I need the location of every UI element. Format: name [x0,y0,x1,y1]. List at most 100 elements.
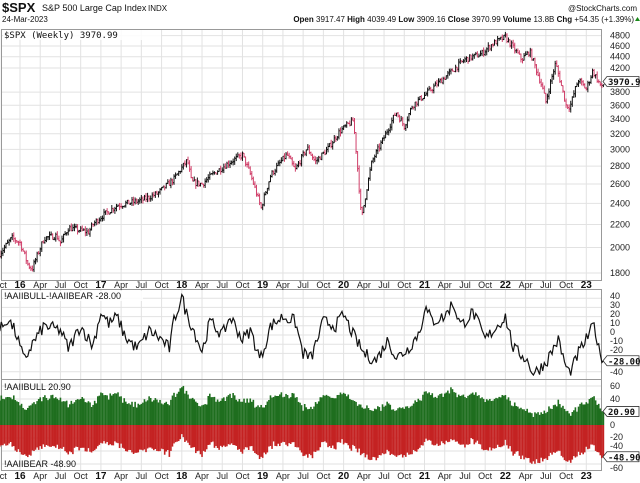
bull-bar [361,407,364,425]
bear-bar [490,425,493,451]
bear-bar [283,425,286,443]
spread-last-value-tag: -28.00 [602,355,640,367]
bull-bar [531,413,533,425]
bear-bar [103,425,105,442]
bull-bar [594,400,597,425]
bear-bar [395,425,398,457]
bear-bar [246,425,248,448]
x-tick-label: Apr [276,471,290,481]
bear-bar [45,425,48,445]
bull-bar [165,401,168,425]
bull-bar [429,395,432,425]
bull-bar [34,404,37,425]
bull-bar [61,401,63,425]
bull-bar [545,413,547,425]
x-tick-label: Oct [0,280,7,290]
bear-bar [179,425,182,440]
ohlc-bar [440,77,443,84]
price-tick-label: 3000 [610,144,630,154]
bear-bar [73,425,76,448]
x-tick-label: Oct [0,471,7,481]
value-tag-text: 3970.99 [608,78,640,88]
bear-bar [95,425,98,449]
bear-bar [269,425,272,446]
bull-bar [173,392,175,425]
bear-bar [548,425,550,457]
spread-legend: !AAIIBULL-!AAIIBEAR -28.00 [4,291,121,301]
bull-bar [162,404,164,425]
bear-bar [145,425,147,453]
ohlc-bar [579,78,582,84]
bear-bar [12,425,15,447]
bull-bar [338,394,340,425]
bull-bar [541,413,544,425]
bear-bar [50,425,52,447]
bull-bar [451,389,454,425]
price-tick-label: 3800 [610,87,630,97]
bear-bar [36,425,38,448]
bull-bar [22,407,24,425]
bull-bar [580,402,583,425]
bear-bar [140,425,143,450]
bear-bar [72,425,74,455]
bull-bar [363,408,365,425]
bull-bar [414,400,416,425]
bear-bar [249,425,252,447]
bear-bar [100,425,102,443]
bull-bar [506,399,508,425]
ohlc-bar [484,49,487,56]
bull-bar [408,408,410,425]
x-tick-label: Jul [378,471,390,481]
bull-bar [106,395,108,425]
value-tag-box [602,76,640,87]
bear-bar [314,425,317,452]
bear-bar [148,425,150,448]
bull-bar [160,403,163,425]
bear-bar [16,425,18,452]
bear-bar [431,425,434,445]
bull-bar [190,398,192,425]
spread-tick-label: 40 [610,291,620,301]
bear-bar [188,425,191,446]
bear-bar [157,425,160,452]
bear-bar [440,425,443,442]
bull-bar [372,411,374,425]
x-tick-label: Jul [55,280,67,290]
bull-bar [339,392,342,425]
bear-bar [75,425,77,447]
bear-bar [349,425,351,449]
bull-bar [168,405,171,425]
bull-bar [230,397,233,425]
price-tick-label: 2400 [610,198,630,208]
bear-bar [560,425,563,456]
bear-bar [361,425,364,454]
bull-bar [582,404,584,425]
bull-last-value-tag: 20.90 [602,406,640,418]
bear-bar [187,425,189,443]
bull-bar [272,397,275,425]
x-tick-label: Oct [397,280,412,290]
ohlc-bar [353,117,356,135]
bull-bar [566,410,569,425]
bear-bar [272,425,275,442]
bear-bar [489,425,491,448]
ohlc-bar [113,206,116,214]
bear-bar [392,425,395,455]
bear-bar [447,425,449,443]
bear-bar [527,425,530,459]
bull-bar [181,387,183,425]
bull-bar [462,394,465,425]
bear-bar [11,425,14,447]
bear-bar [299,425,301,451]
bull-bar [64,401,66,425]
bull-bar [89,402,91,425]
bear-bar [251,425,253,447]
ohlc-bar [151,192,154,201]
bear-bar [557,425,560,451]
bull-bar [322,395,325,425]
x-tick-label: Oct [316,280,331,290]
bear-bar [532,425,535,462]
ohlc-bar [341,126,344,134]
ohlc-bar [479,50,482,57]
bear-bar [277,425,280,444]
